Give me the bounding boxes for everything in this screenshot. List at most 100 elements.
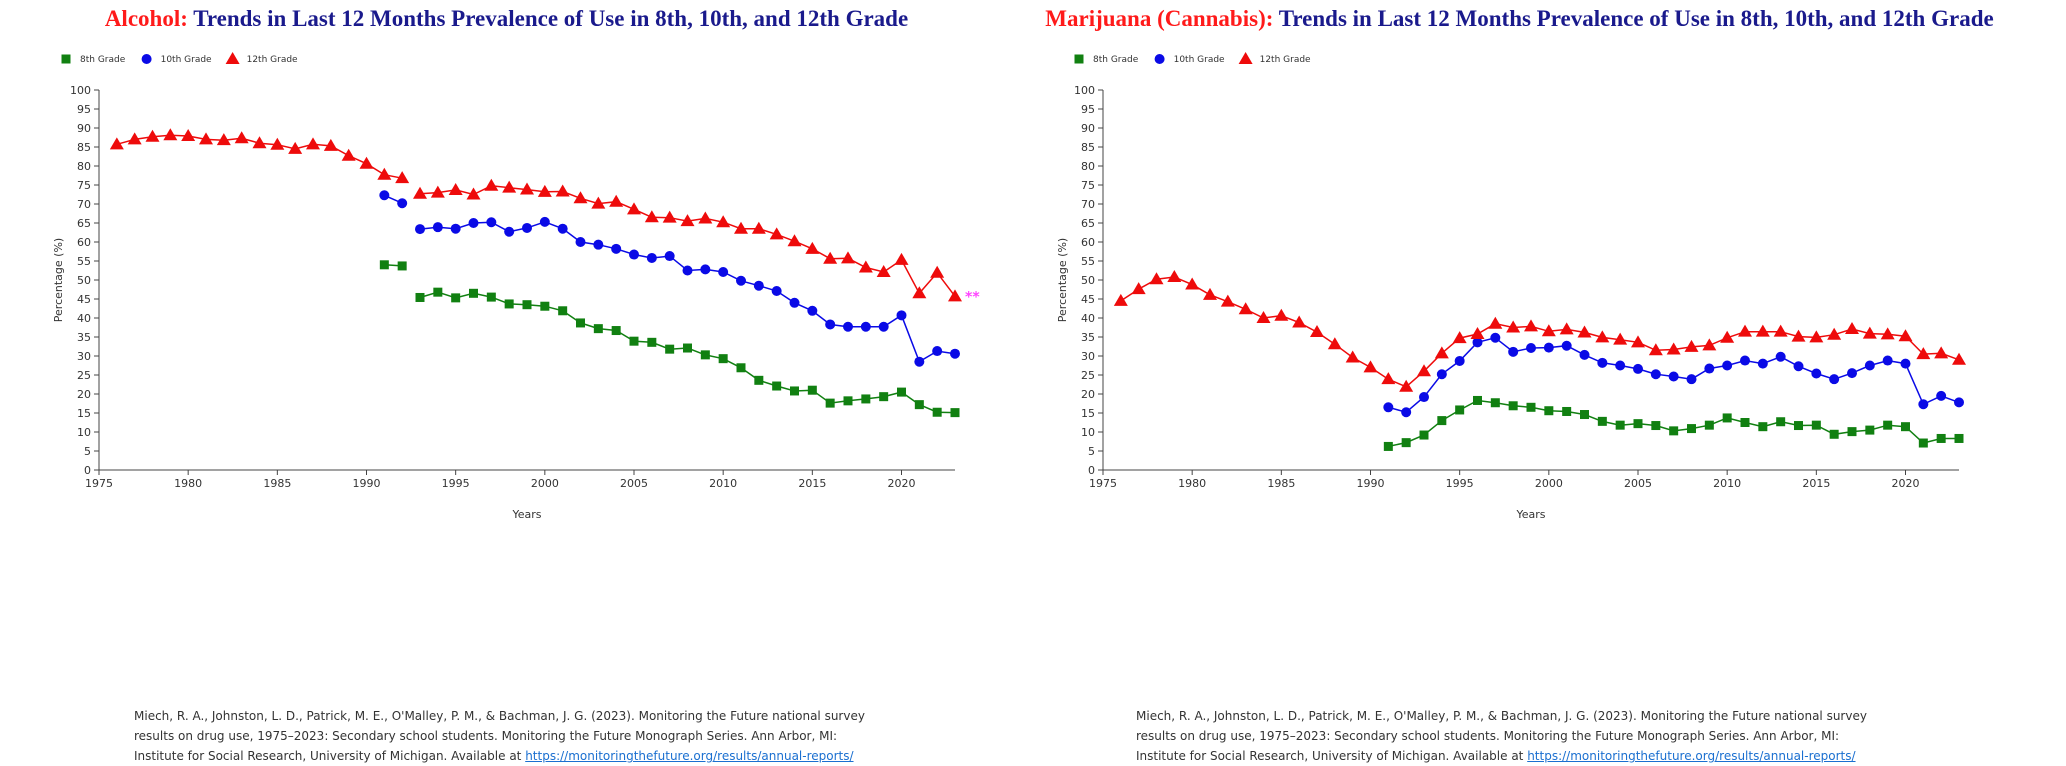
10th-grade-point [379, 190, 390, 201]
x-tick-label: 1980 [1178, 477, 1206, 490]
12th-grade-point [359, 156, 374, 169]
12th-grade-point [555, 184, 570, 197]
12th-grade-line [419, 185, 956, 297]
y-tick-label: 15 [77, 407, 91, 420]
10th-grade-point [1704, 363, 1715, 374]
12th-grade-point [1327, 337, 1342, 350]
8th-grade-point [1615, 420, 1625, 430]
12th-grade-point [1417, 364, 1431, 377]
8th-grade-point [1918, 438, 1928, 448]
y-tick-label: 70 [1081, 198, 1095, 211]
10th-grade-point [1668, 371, 1679, 382]
legend-label: 8th Grade [1093, 55, 1139, 65]
12th-grade-point [199, 132, 213, 145]
y-tick-label: 90 [1081, 122, 1095, 135]
8th-grade-point [593, 324, 603, 334]
12th-grade-point [234, 131, 249, 144]
12th-grade-point [1898, 329, 1913, 342]
y-tick-label: 5 [1088, 445, 1095, 458]
8th-grade-point [1597, 416, 1607, 426]
12th-grade-point [448, 182, 463, 195]
12th-grade-point [145, 129, 160, 142]
12th-grade-point [109, 137, 124, 150]
x-axis-title: Years [1515, 508, 1545, 521]
8th-grade-point [1776, 417, 1786, 427]
x-tick-label: 1985 [263, 477, 291, 490]
y-tick-label: 95 [1081, 103, 1095, 116]
legend-label: 10th Grade [161, 55, 212, 65]
8th-grade-point [1473, 395, 1482, 405]
8th-grade-point [950, 408, 960, 418]
y-tick-label: 40 [77, 312, 91, 325]
12th-grade-point [1452, 331, 1467, 344]
8th-grade-point [1580, 410, 1589, 420]
12th-grade-point [823, 251, 838, 264]
8th-grade-point [790, 386, 799, 396]
x-tick-label: 1990 [1357, 477, 1385, 490]
10th-grade-point [593, 239, 604, 250]
12th-grade-point [841, 251, 855, 264]
y-tick-label: 0 [1088, 464, 1095, 477]
12th-grade-point [1524, 319, 1538, 332]
12th-grade-point [341, 148, 356, 161]
8th-grade-point [825, 398, 835, 408]
8th-grade-point [1401, 438, 1411, 448]
12th-grade-point [698, 211, 713, 224]
8th-grade-point [700, 350, 710, 360]
10th-grade-point [1472, 337, 1483, 348]
8th-grade-point [415, 292, 425, 302]
12th-grade-point [537, 184, 552, 197]
12th-grade-point [1203, 287, 1217, 300]
12th-grade-point [1399, 379, 1414, 392]
y-tick-label: 95 [77, 103, 91, 116]
12th-grade-point [1363, 360, 1378, 373]
y-axis-title: Percentage (%) [52, 238, 65, 322]
8th-grade-point [879, 392, 889, 402]
y-tick-label: 55 [1081, 255, 1095, 268]
10th-grade-point [950, 348, 960, 359]
8th-grade-point [1455, 405, 1465, 415]
x-tick-label: 1990 [353, 477, 381, 490]
12th-grade-point [1167, 269, 1182, 282]
title-drug-name: Alcohol: [104, 6, 188, 31]
10th-grade-point [825, 319, 836, 330]
12th-grade-point [751, 221, 766, 234]
12th-grade-point [306, 137, 320, 150]
legend-marker [225, 52, 240, 64]
8th-grade-point [558, 306, 568, 316]
x-axis-title: Years [511, 508, 541, 521]
10th-grade-point [1579, 349, 1590, 360]
citation-text: Institute for Social Research, Universit… [134, 749, 526, 763]
10th-grade-point [700, 264, 711, 275]
y-tick-label: 65 [1081, 217, 1095, 230]
x-tick-label: 2010 [709, 477, 737, 490]
8th-grade-point [1419, 430, 1429, 440]
12th-grade-point [1488, 316, 1503, 329]
y-tick-label: 10 [77, 426, 91, 439]
10th-grade-point [1775, 351, 1786, 362]
8th-grade-point [540, 301, 550, 311]
10th-grade-point [522, 222, 532, 233]
8th-grade-point [861, 394, 871, 404]
8th-grade-point [629, 336, 639, 346]
10th-grade-point [646, 252, 657, 263]
12th-grade-point [1631, 335, 1645, 348]
12th-grade-point [1345, 350, 1360, 363]
12th-grade-point [858, 260, 873, 273]
citation-line: Miech, R. A., Johnston, L. D., Patrick, … [1136, 709, 1867, 723]
12th-grade-point [787, 234, 802, 247]
12th-grade-point [1880, 327, 1895, 340]
10th-grade-point [504, 226, 515, 237]
citation-link[interactable]: https://monitoringthefuture.org/results/… [525, 749, 854, 763]
y-tick-label: 75 [77, 179, 91, 192]
12th-grade-point [1720, 330, 1735, 343]
citation-link[interactable]: https://monitoringthefuture.org/results/… [1527, 749, 1856, 763]
8th-grade-line [1388, 399, 1959, 448]
y-tick-label: 100 [70, 84, 91, 97]
y-tick-label: 65 [77, 217, 91, 230]
12th-grade-point [1684, 339, 1699, 352]
12th-grade-point [1755, 324, 1770, 337]
12th-grade-point [912, 286, 927, 299]
10th-grade-point [843, 321, 853, 332]
y-tick-label: 25 [77, 369, 91, 382]
